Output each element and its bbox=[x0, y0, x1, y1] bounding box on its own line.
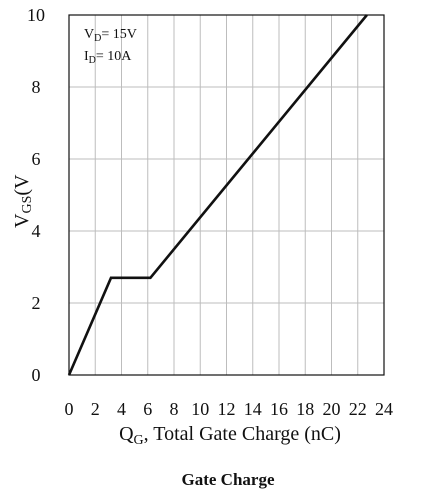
x-tick-label: 4 bbox=[117, 399, 126, 419]
x-tick-labels: 0 2 4 6 8 10 12 14 16 18 20 22 24 bbox=[65, 399, 394, 419]
x-tick-label: 16 bbox=[270, 399, 288, 419]
series-line-1 bbox=[67, 14, 368, 376]
y-tick-label: 6 bbox=[32, 149, 41, 169]
x-tick-label: 8 bbox=[170, 399, 179, 419]
x-tick-label: 20 bbox=[323, 399, 341, 419]
x-tick-label: 18 bbox=[296, 399, 314, 419]
x-tick-label: 24 bbox=[375, 399, 393, 419]
x-tick-label: 6 bbox=[143, 399, 152, 419]
y-tick-label: 4 bbox=[32, 221, 41, 241]
y-axis-label: VGS(V bbox=[11, 174, 35, 228]
y-tick-labels: 0 2 4 6 8 10 bbox=[27, 5, 45, 385]
x-axis-label: QG, Total Gate Charge (nC) bbox=[119, 423, 341, 448]
x-tick-label: 10 bbox=[191, 399, 209, 419]
y-tick-label: 0 bbox=[32, 365, 41, 385]
chart-caption: Gate Charge bbox=[181, 470, 274, 489]
y-tick-label: 2 bbox=[32, 293, 41, 313]
x-tick-label: 0 bbox=[65, 399, 74, 419]
grid-lines bbox=[69, 15, 384, 375]
x-tick-label: 12 bbox=[218, 399, 236, 419]
x-tick-label: 2 bbox=[91, 399, 100, 419]
y-tick-label: 8 bbox=[32, 77, 41, 97]
plot-frame bbox=[68, 14, 385, 376]
series-layer bbox=[67, 14, 368, 376]
y-tick-label: 10 bbox=[27, 5, 45, 25]
annotation-vd: VD= 15V bbox=[84, 27, 137, 44]
x-tick-label: 14 bbox=[244, 399, 262, 419]
annotation-id: ID= 10A bbox=[84, 49, 132, 66]
x-tick-label: 22 bbox=[349, 399, 367, 419]
